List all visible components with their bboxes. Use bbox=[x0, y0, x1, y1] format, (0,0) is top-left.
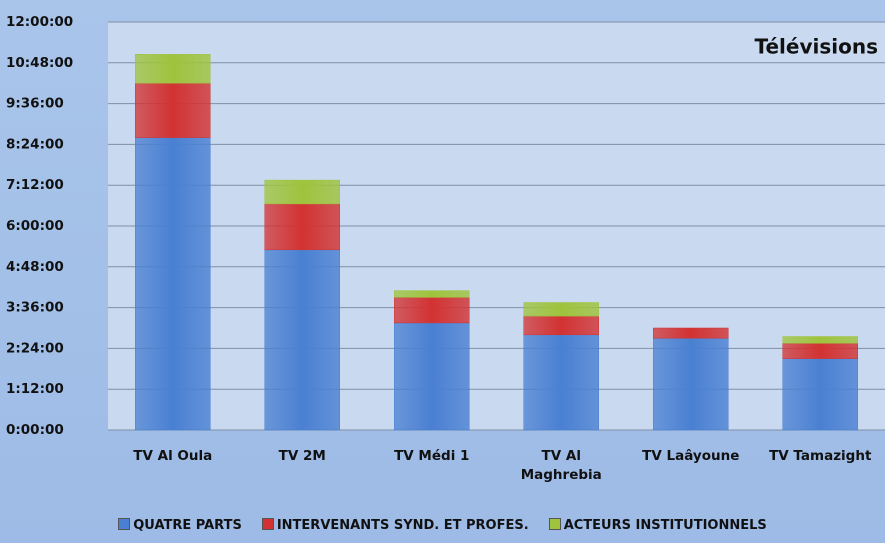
bar-segment bbox=[394, 290, 470, 298]
bar-segment bbox=[394, 297, 470, 324]
bar-segment bbox=[135, 82, 211, 138]
bar-segment bbox=[135, 137, 211, 431]
y-tick-label: 8:24:00 bbox=[6, 136, 64, 152]
y-tick-label: 12:00:00 bbox=[6, 14, 73, 30]
bar-segment bbox=[264, 179, 340, 205]
legend-swatch bbox=[118, 518, 131, 530]
y-tick-label: 2:24:00 bbox=[6, 340, 64, 356]
y-tick-label: 6:00:00 bbox=[6, 218, 64, 234]
bar-segment bbox=[394, 322, 470, 431]
bar-segment bbox=[523, 334, 599, 431]
bar-segment bbox=[782, 358, 858, 431]
bar-segment bbox=[523, 315, 599, 336]
bar-segment bbox=[135, 54, 211, 84]
legend-item: QUATRE PARTS bbox=[118, 518, 242, 533]
y-tick-label: 1:12:00 bbox=[6, 381, 64, 397]
legend-swatch bbox=[261, 518, 274, 530]
bar-segment bbox=[653, 337, 729, 431]
bar-segment bbox=[264, 203, 340, 251]
bar-segment bbox=[523, 302, 599, 317]
y-tick-label: 10:48:00 bbox=[6, 55, 73, 71]
chart-title: Télévisions bbox=[754, 35, 878, 59]
x-tick-label: TV Al Oula bbox=[133, 448, 213, 464]
legend-swatch bbox=[548, 518, 561, 530]
x-tick-label: TV Al Maghrebia bbox=[520, 448, 602, 483]
legend: QUATRE PARTS INTERVENANTS SYND. ET PROFES… bbox=[0, 518, 885, 533]
legend-label: QUATRE PARTS bbox=[133, 518, 242, 533]
legend-label: ACTEURS INSTITUTIONNELS bbox=[563, 518, 767, 533]
y-tick-label: 9:36:00 bbox=[6, 96, 64, 112]
x-tick-label: TV Médi 1 bbox=[394, 448, 470, 464]
bar-segment bbox=[782, 336, 858, 344]
legend-label: INTERVENANTS SYND. ET PROFES. bbox=[276, 518, 529, 533]
legend-item: ACTEURS INSTITUTIONNELS bbox=[548, 518, 767, 533]
x-tick-label: TV 2M bbox=[278, 448, 326, 464]
y-tick-label: 4:48:00 bbox=[6, 259, 64, 275]
y-tick-label: 0:00:00 bbox=[6, 422, 64, 438]
bar-segment bbox=[653, 327, 729, 339]
y-tick-label: 3:36:00 bbox=[6, 300, 64, 316]
legend-item: INTERVENANTS SYND. ET PROFES. bbox=[261, 518, 529, 533]
x-tick-label: TV Tamazight bbox=[769, 448, 872, 464]
bar-segment bbox=[264, 249, 340, 431]
bar-segment bbox=[782, 343, 858, 359]
x-tick-label: TV Laâyoune bbox=[642, 448, 740, 464]
y-tick-label: 7:12:00 bbox=[6, 177, 64, 193]
